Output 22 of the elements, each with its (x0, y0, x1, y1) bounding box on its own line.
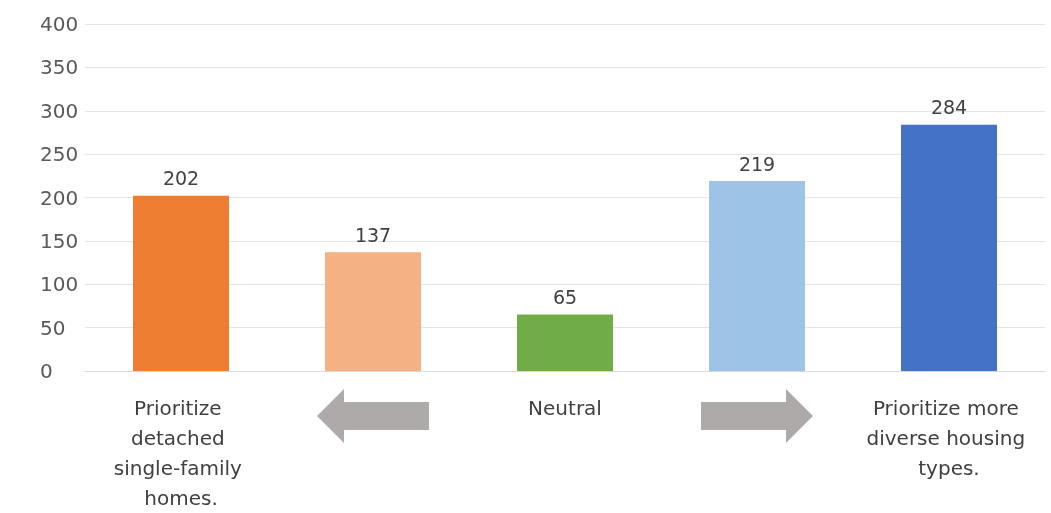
y-tick-label: 250 (40, 142, 79, 167)
bar (901, 124, 997, 371)
bar (133, 195, 229, 371)
x-tick-label: Prioritize more diverse housing types. (866, 396, 1032, 480)
bar (325, 252, 421, 371)
bar (709, 181, 805, 371)
data-label: 202 (162, 167, 200, 190)
y-tick-label: 400 (40, 12, 79, 36)
y-tick-label: 0 (40, 359, 53, 383)
data-label: 219 (738, 152, 776, 175)
y-tick-label: 200 (40, 185, 79, 210)
y-tick-label: 150 (40, 228, 79, 253)
bar (517, 314, 613, 371)
y-tick-label: 350 (40, 55, 79, 80)
data-label: 284 (930, 96, 968, 119)
data-label: 137 (354, 223, 392, 246)
data-label: 65 (552, 286, 578, 309)
y-tick-label: 100 (40, 272, 79, 297)
x-tick-label: Prioritize detached single-family homes. (113, 396, 249, 510)
x-tick-label: Neutral (528, 396, 602, 420)
y-tick-label: 300 (40, 98, 79, 123)
y-tick-label: 50 (40, 315, 66, 340)
